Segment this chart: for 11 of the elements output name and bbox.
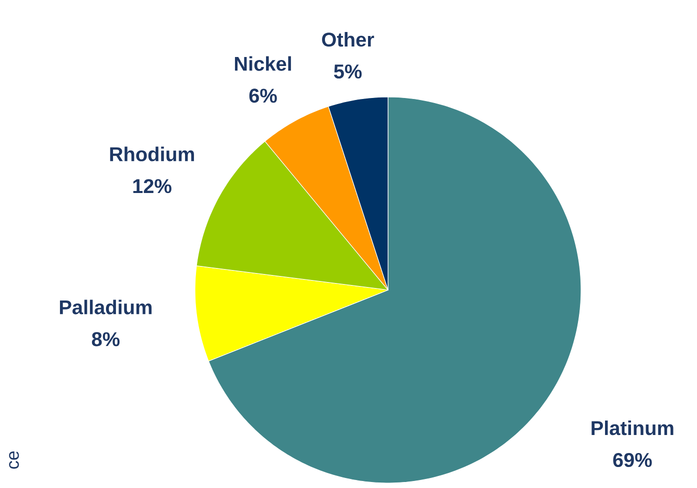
slice-label: Rhodium <box>110 146 194 162</box>
slice-label: Other <box>322 32 374 47</box>
data-label: 5% <box>334 64 362 79</box>
slice-label: Platinum <box>592 420 674 436</box>
data-label: 12% <box>133 179 172 194</box>
data-label: 8% <box>92 332 120 346</box>
text: ce <box>9 451 19 469</box>
data-label: 6% <box>249 88 277 103</box>
slice-label: Nickel <box>234 56 291 71</box>
data-label: 69% <box>613 452 652 468</box>
slice-label: Palladium <box>60 300 152 314</box>
